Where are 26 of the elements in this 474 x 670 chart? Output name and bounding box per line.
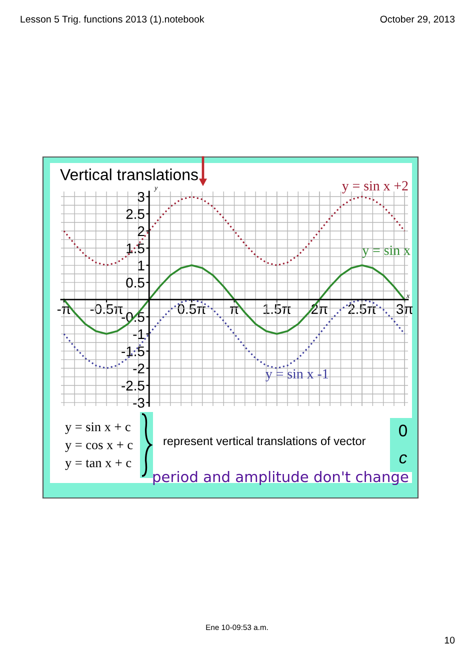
text: y = cos x + c bbox=[65, 442, 133, 452]
text: October 29, 2013 bbox=[380, 15, 455, 24]
series-label: y = sin x -1 bbox=[266, 369, 328, 382]
x-tick-label: 3π bbox=[396, 304, 413, 314]
y-tick-label: -1 bbox=[133, 329, 144, 339]
chart-title: Vertical translations bbox=[60, 168, 198, 180]
y-tick-label: -2.5 bbox=[122, 380, 144, 391]
y-tick-label: 1.5 bbox=[126, 244, 144, 254]
text: 10 bbox=[444, 636, 455, 644]
text: period and amplitude don't change bbox=[153, 470, 408, 486]
text: y = sin x + c bbox=[65, 422, 130, 434]
series-label: y = sin x bbox=[362, 246, 410, 258]
y-tick-label: 3 bbox=[138, 192, 144, 202]
y-tick-label: -3 bbox=[133, 398, 144, 408]
series-label: y = sin x +2 bbox=[342, 181, 408, 194]
text: represent vertical translations of vector bbox=[164, 436, 366, 448]
y-tick-label: -2 bbox=[133, 364, 144, 374]
y-tick-label: 0.5 bbox=[126, 278, 144, 288]
text: c bbox=[399, 454, 407, 464]
text: 0 bbox=[399, 424, 407, 436]
text: y = tan x + c bbox=[65, 460, 132, 470]
y-tick-label: 2.5 bbox=[126, 209, 144, 219]
y-tick-label: 1 bbox=[138, 260, 144, 270]
text: Lesson 5 Trig. functions 2013 (1).notebook bbox=[20, 15, 204, 25]
y-tick-label: 2 bbox=[138, 226, 144, 236]
y-tick-label: -1.5 bbox=[122, 346, 144, 356]
